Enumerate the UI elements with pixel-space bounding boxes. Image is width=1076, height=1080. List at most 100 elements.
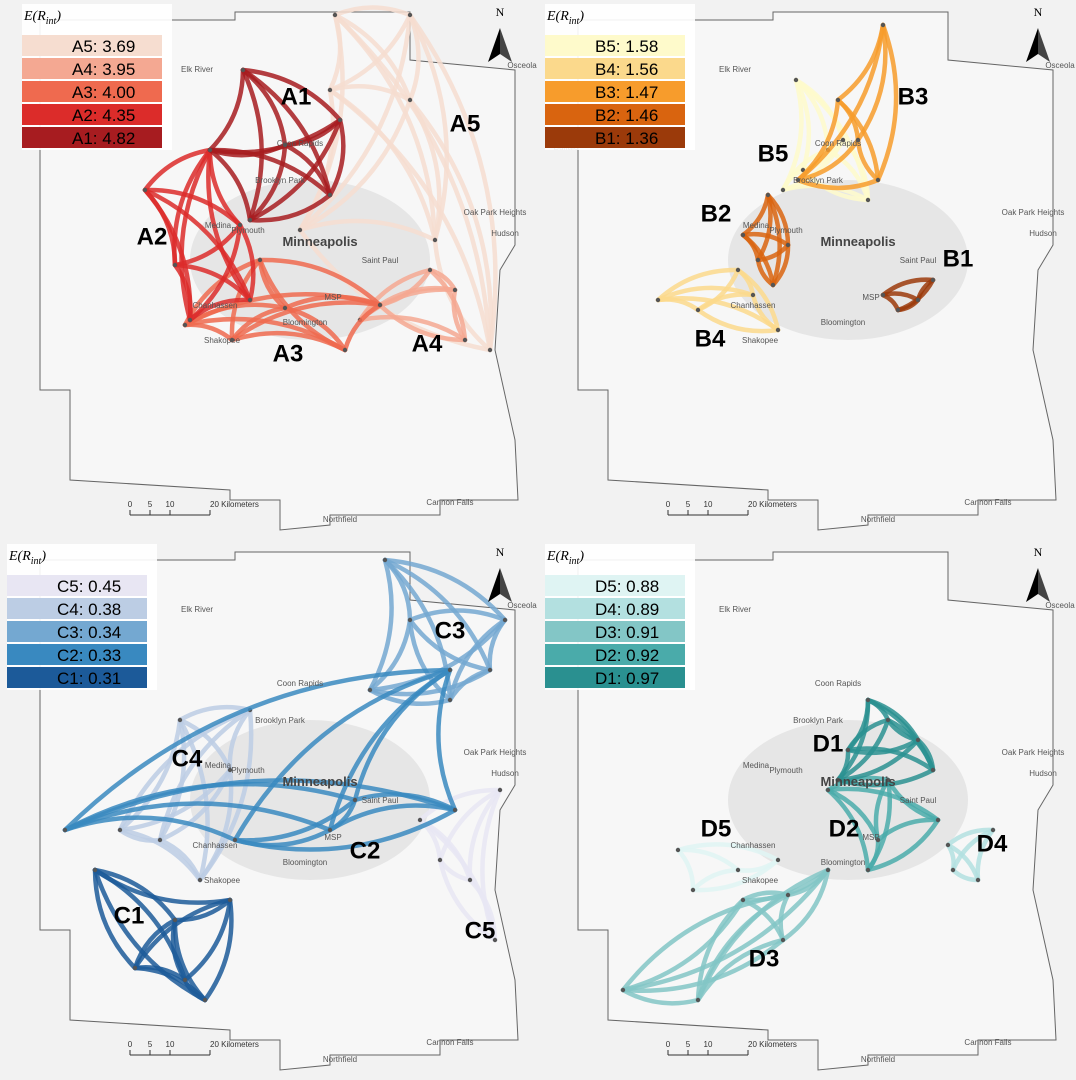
route [232, 667, 453, 843]
stop-node [735, 267, 741, 273]
place-label: Plymouth [769, 766, 802, 775]
stop-node [207, 147, 213, 153]
route [297, 218, 438, 243]
legend-swatch [545, 575, 685, 596]
legend-swatch [545, 104, 685, 125]
route [382, 557, 493, 673]
route [865, 777, 893, 873]
place-label: Cannon Falls [426, 498, 473, 507]
route [367, 667, 493, 697]
place-label: Oak Park Heights [464, 208, 527, 217]
north-label: N [496, 545, 505, 559]
place-label: Shakopee [742, 336, 779, 345]
cluster-label: B4 [695, 325, 726, 352]
route [855, 137, 881, 183]
stop-node [492, 937, 498, 943]
map-panel: Elk River Coon Rapids Brooklyn Park MedinaP… [0, 0, 538, 540]
stop-node [855, 137, 861, 143]
scale-label: 0 [666, 1040, 671, 1049]
legend-entry: B4: 1.56 [595, 60, 658, 79]
legend-swatch [545, 81, 685, 102]
route [229, 300, 383, 343]
route [367, 617, 413, 693]
place-label: Oak Park Heights [1002, 208, 1065, 217]
legend-title: E(Rint) [546, 549, 584, 567]
place-label: Cannon Falls [964, 1038, 1011, 1047]
stop-node [695, 997, 701, 1003]
legend-entry: C3: 0.34 [57, 623, 121, 642]
stop-node [502, 617, 508, 623]
route [240, 67, 333, 198]
stop-node [770, 282, 776, 288]
legend-title: E(Rint) [23, 9, 61, 27]
place-label: Chanhassen [731, 841, 776, 850]
scale-label: 20 Kilometers [210, 1040, 259, 1049]
stop-node [352, 797, 358, 803]
stop-node [775, 327, 781, 333]
cluster-label: C4 [172, 745, 203, 772]
stop-node [780, 187, 786, 193]
cluster-label: C3 [435, 617, 466, 644]
place-label: MSP [862, 293, 879, 302]
place-label: Saint Paul [900, 256, 937, 265]
route [437, 857, 498, 943]
route [885, 717, 936, 773]
stop-node [417, 817, 423, 823]
stop-node [467, 877, 473, 883]
route [695, 292, 756, 313]
north-arrow [500, 568, 512, 602]
stop-node [337, 117, 343, 123]
legend-swatch [7, 644, 147, 665]
legend-entry: D5: 0.88 [595, 577, 659, 596]
stop-node [452, 807, 458, 813]
place-label: Minneapolis [282, 234, 357, 249]
legend-swatch [545, 127, 685, 148]
place-label: Bloomington [821, 858, 865, 867]
place-label: Cannon Falls [964, 498, 1011, 507]
route [197, 707, 254, 883]
route [357, 314, 468, 343]
stop-node [497, 787, 503, 793]
stop-node [172, 262, 178, 268]
place-label: Oak Park Heights [1002, 748, 1065, 757]
place-label: Bloomington [283, 858, 327, 867]
north-arrow [1026, 28, 1038, 62]
stop-node [945, 842, 951, 848]
place-label: Medina [743, 221, 770, 230]
stop-node [755, 257, 761, 263]
stop-node [447, 667, 453, 673]
route [282, 142, 333, 198]
scale-label: 20 Kilometers [210, 500, 259, 509]
stop-node [282, 305, 288, 311]
scale-label: 20 Kilometers [748, 1040, 797, 1049]
place-label: Plymouth [231, 766, 264, 775]
route [655, 285, 756, 303]
legend-title-close: ) [578, 549, 584, 564]
map-panel: Elk River Coon Rapids Brooklyn Park MedinaP… [538, 540, 1076, 1080]
route [172, 897, 233, 923]
stop-node [117, 827, 123, 833]
route [825, 787, 871, 873]
legend-entry: C5: 0.45 [57, 577, 121, 596]
route [117, 767, 233, 833]
scale-label: 0 [128, 1040, 133, 1049]
legend-entry: B1: 1.36 [595, 129, 658, 148]
place-label: Chanhassen [193, 301, 238, 310]
route [327, 87, 438, 243]
legend-entry: A1: 4.82 [72, 129, 135, 148]
legend-swatch [545, 35, 685, 56]
route [407, 608, 508, 623]
scale-label: 10 [166, 500, 175, 509]
route [352, 792, 458, 813]
route [342, 302, 383, 353]
stop-node [437, 857, 443, 863]
stop-node [447, 697, 453, 703]
stop-node [915, 297, 921, 303]
legend-entry: B3: 1.47 [595, 83, 658, 102]
scale-label: 20 Kilometers [748, 500, 797, 509]
place-label: Brooklyn Park [255, 716, 306, 725]
cluster-label: A4 [412, 330, 443, 357]
route [407, 617, 493, 673]
north-arrow [1026, 568, 1038, 602]
legend-swatch [22, 35, 162, 56]
